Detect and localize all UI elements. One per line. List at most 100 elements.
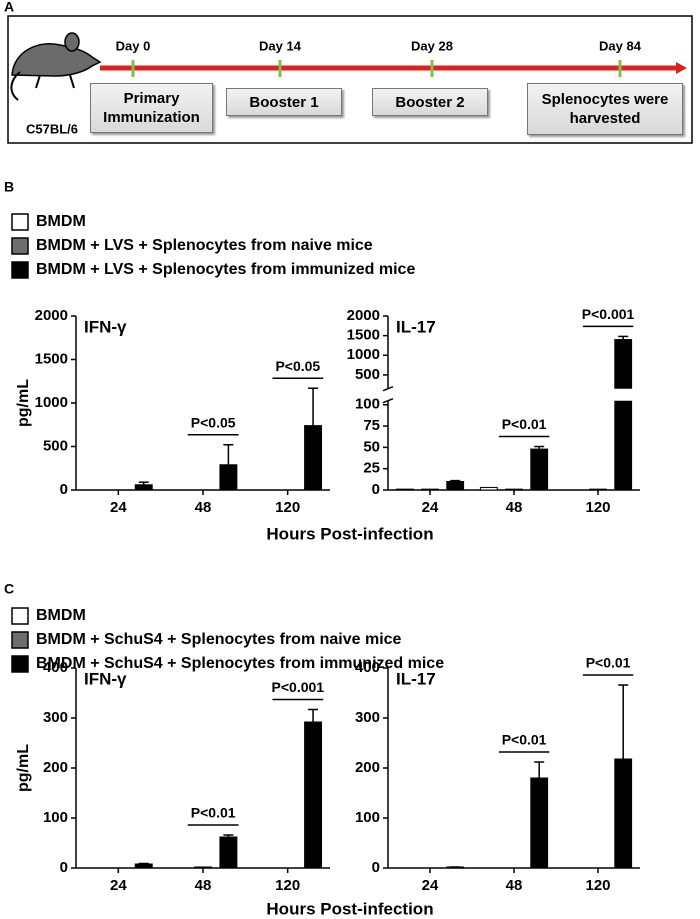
y-tick-label: 500 [355,366,380,383]
y-tick-label: 1000 [347,346,380,363]
y-tick-label: 75 [363,417,380,434]
x-tick-label: 24 [422,499,439,516]
bar [219,464,238,491]
legend-label: BMDM + LVS + Splenocytes from immunized … [36,261,415,278]
bar [134,863,153,869]
y-tick-label: 0 [60,859,68,876]
y-tick-label: 300 [355,709,380,726]
panel-label: A [4,0,14,15]
y-tick-label: 100 [43,809,68,826]
y-tick-label: 200 [43,759,68,776]
bar [589,488,607,491]
bar [505,488,523,491]
x-tick-label: 48 [195,499,212,516]
legend-label: BMDM + SchuS4 + Splenocytes from naive m… [36,631,402,648]
x-tick-label: 120 [275,499,300,516]
y-tick-label: 1500 [35,350,68,367]
panel-label: B [4,179,14,195]
y-tick-label: 2000 [35,307,68,324]
panel-a-frame [7,15,693,144]
chart-title: IFN-γ [84,669,127,688]
y-tick-label: 100 [355,809,380,826]
bar [614,339,633,491]
legend-label: BMDM [36,213,86,230]
y-tick-label: 100 [355,396,380,413]
legend-swatch [11,607,29,625]
y-tick-label: 200 [355,759,380,776]
y-tick-label: 25 [363,460,380,477]
legend-swatch [11,631,29,649]
x-tick-label: 48 [506,877,523,894]
y-tick-label: 1000 [35,394,68,411]
y-tick-label: 0 [372,859,380,876]
axis-break-gap [382,388,640,401]
step-box: Primary Immunization [90,83,213,133]
day-label: Day 0 [116,38,151,53]
chart-title: IFN-γ [84,317,127,336]
step-box: Booster 1 [226,88,342,116]
x-tick-label: 120 [585,499,610,516]
x-axis-title: Hours Post-infection [266,524,433,543]
significance-label: P<0.001 [582,306,635,322]
significance-label: P<0.01 [191,805,236,821]
significance-label: P<0.01 [502,732,547,748]
x-axis-title: Hours Post-infection [266,899,433,918]
bar [421,488,439,491]
arrow-head [676,62,687,74]
legend-swatch [11,655,29,673]
bar [194,866,212,869]
legend-swatch [11,261,29,279]
y-axis-title: pg/mL [15,744,32,792]
significance-label: P<0.001 [272,679,325,695]
x-tick-label: 48 [195,877,212,894]
y-tick-label: 400 [43,659,68,676]
day-label: Day 28 [411,38,453,53]
bar [530,448,549,491]
axis-break-mark [382,386,394,392]
significance-label: P<0.05 [275,358,320,374]
x-tick-label: 24 [110,877,127,894]
x-tick-label: 48 [506,499,523,516]
bar [304,425,323,491]
legend-label: BMDM [36,607,86,624]
strain-label: C57BL/6 [26,121,78,136]
axis-break-mark [382,398,394,404]
bar [530,777,549,869]
day-label: Day 84 [599,38,642,53]
x-tick-label: 120 [275,877,300,894]
step-box: Splenocytes were harvested [527,83,683,135]
y-axis-title: pg/mL [15,379,32,427]
y-tick-label: 50 [363,438,380,455]
bar [304,721,323,869]
significance-label: P<0.01 [586,655,631,671]
y-tick-label: 500 [43,437,68,454]
y-tick-label: 400 [355,659,380,676]
y-tick-label: 300 [43,709,68,726]
x-tick-label: 120 [585,877,610,894]
bar [446,480,465,491]
significance-label: P<0.05 [191,414,236,430]
bar [614,758,633,869]
chart-title: IL-17 [396,317,436,336]
y-tick-label: 2000 [347,307,380,324]
chart-title: IL-17 [396,669,436,688]
legend-label: BMDM + SchuS4 + Splenocytes from immuniz… [36,655,444,672]
bar [395,488,414,491]
y-tick-label: 0 [372,481,380,498]
step-box: Booster 2 [372,88,488,116]
bar [134,484,153,491]
legend-label: BMDM + LVS + Splenocytes from naive mice [36,237,373,254]
bar [479,486,498,491]
panel-label: C [4,581,14,597]
legend-swatch [11,237,29,255]
mouse-icon [10,32,102,101]
y-tick-label: 1500 [347,327,380,344]
bar [219,836,238,869]
x-tick-label: 24 [110,499,127,516]
x-tick-label: 24 [422,877,439,894]
day-label: Day 14 [259,38,302,53]
y-tick-label: 0 [60,481,68,498]
significance-label: P<0.01 [502,416,547,432]
